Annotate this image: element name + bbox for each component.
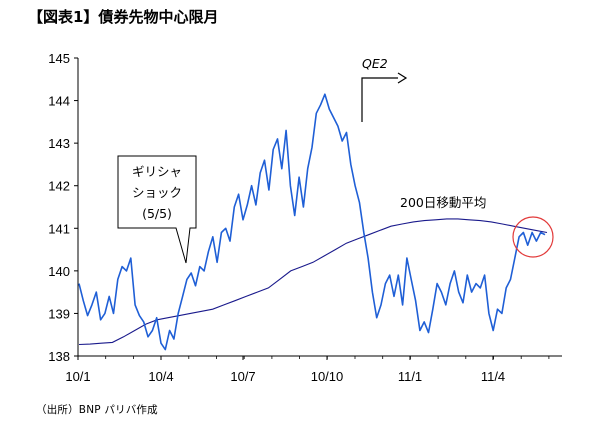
y-tick-label: 142 — [48, 179, 70, 194]
x-tick-label: 11/4 — [481, 369, 505, 384]
price-series — [78, 93, 546, 351]
x-tick-label: 10/7 — [230, 369, 255, 384]
x-tick-label: 10/10 — [311, 369, 344, 384]
chart-annotations: 200日移動平均 ギリシャ ショック (5/5) QE2 — [117, 56, 554, 264]
x-tick-label: 11/1 — [398, 369, 422, 384]
qe2-arrow-head — [397, 72, 408, 84]
greece-callout: ギリシャ ショック (5/5) — [117, 155, 197, 264]
y-tick-label: 139 — [48, 306, 70, 321]
y-tick-label: 140 — [48, 264, 70, 279]
chart-source: （出所）BNP パリバ作成 — [36, 404, 158, 416]
x-tick-label: 10/1 — [65, 369, 90, 384]
ma-line — [78, 218, 548, 346]
qe2-arrow-line — [361, 77, 398, 122]
chart-axes: 138 139 140 141 142 143 144 145 10/1 10/4 10/7 10/1… — [48, 51, 562, 384]
price-line — [78, 93, 546, 351]
greece-label-line-2: ショック — [132, 185, 182, 200]
y-tick-label: 143 — [48, 136, 70, 151]
x-tick-label: 10/4 — [148, 369, 173, 384]
greece-label-line-1: ギリシャ — [132, 164, 182, 179]
ma-label: 200日移動平均 — [400, 195, 486, 210]
greece-label-line-3: (5/5) — [142, 206, 172, 221]
y-tick-label: 138 — [48, 349, 70, 364]
qe2-label: QE2 — [362, 56, 388, 71]
highlight-circle — [512, 216, 554, 258]
ma-series — [78, 218, 548, 346]
chart-title: 【図表1】債券先物中心限月 — [28, 8, 219, 26]
qe2-annotation: QE2 — [361, 56, 408, 122]
y-tick-label: 145 — [48, 51, 70, 66]
y-tick-label: 144 — [48, 94, 70, 109]
y-tick-label: 141 — [48, 221, 70, 236]
